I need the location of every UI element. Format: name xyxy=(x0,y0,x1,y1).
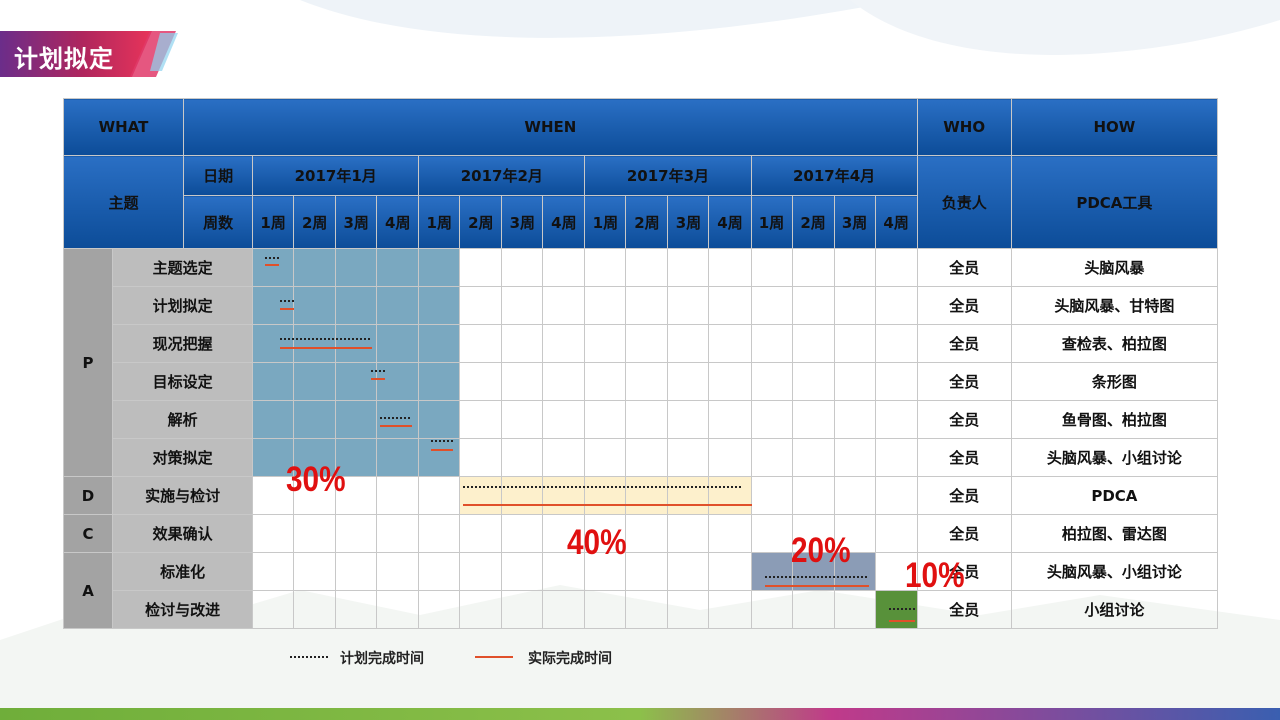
row-owner: 全员 xyxy=(916,552,1012,591)
row-owner: 全员 xyxy=(916,286,1012,325)
week-header: 1周 xyxy=(750,195,793,249)
week-header: 1周 xyxy=(252,195,295,249)
row-tool: 查检表、柏拉图 xyxy=(1010,324,1219,363)
legend-plan-swatch xyxy=(290,656,328,658)
phase-c: C xyxy=(62,514,114,553)
row-topic: 效果确认 xyxy=(112,514,254,553)
row-tool: 头脑风暴 xyxy=(1010,248,1219,287)
row-owner: 全员 xyxy=(916,248,1012,287)
row-tool: 柏拉图、雷达图 xyxy=(1010,514,1219,553)
row-owner: 全员 xyxy=(916,324,1012,363)
week-header: 3周 xyxy=(833,195,876,249)
month-apr: 2017年4月 xyxy=(750,155,918,196)
row-owner: 全员 xyxy=(916,438,1012,477)
header-owner: 负责人 xyxy=(916,155,1012,249)
week-header: 2周 xyxy=(791,195,835,249)
percent-do: 40% xyxy=(567,523,627,562)
week-header: 4周 xyxy=(542,195,586,249)
row-owner: 全员 xyxy=(916,476,1012,515)
row-topic: 检讨与改进 xyxy=(112,590,254,629)
row-topic: 标准化 xyxy=(112,552,254,591)
page-title: 计划拟定 xyxy=(14,45,114,73)
week-header: 1周 xyxy=(418,195,461,249)
row-tool: 小组讨论 xyxy=(1010,590,1219,629)
month-jan: 2017年1月 xyxy=(252,155,420,196)
month-mar: 2017年3月 xyxy=(584,155,752,196)
header-date: 日期 xyxy=(183,155,254,196)
week-header: 3周 xyxy=(335,195,378,249)
week-header: 4周 xyxy=(708,195,752,249)
header-topic: 主题 xyxy=(62,155,185,249)
footer-band xyxy=(0,708,1280,720)
week-header: 2周 xyxy=(293,195,337,249)
row-tool: 鱼骨图、柏拉图 xyxy=(1010,400,1219,439)
phase-p: P xyxy=(62,248,114,477)
row-owner: 全员 xyxy=(916,362,1012,401)
row-topic: 目标设定 xyxy=(112,362,254,401)
week-header: 1周 xyxy=(584,195,627,249)
title-banner-shape xyxy=(0,31,178,77)
percent-plan: 30% xyxy=(286,460,346,499)
title-banner: 计划拟定 xyxy=(0,31,180,77)
header-when: WHEN xyxy=(183,98,918,156)
row-tool: PDCA xyxy=(1010,476,1219,515)
plan-table: WHAT WHEN WHO HOW 主题 日期 2017年1月 2017年2月 … xyxy=(62,98,1219,629)
header-tool: PDCA工具 xyxy=(1010,155,1219,249)
row-owner: 全员 xyxy=(916,400,1012,439)
phase-d: D xyxy=(62,476,114,515)
percent-act: 10% xyxy=(905,556,965,595)
header-weeks-label: 周数 xyxy=(183,195,254,249)
row-tool: 头脑风暴、小组讨论 xyxy=(1010,438,1219,477)
row-owner: 全员 xyxy=(916,590,1012,629)
week-header: 2周 xyxy=(459,195,503,249)
row-tool: 头脑风暴、小组讨论 xyxy=(1010,552,1219,591)
row-topic: 主题选定 xyxy=(112,248,254,287)
week-header: 3周 xyxy=(667,195,710,249)
row-tool: 条形图 xyxy=(1010,362,1219,401)
month-feb: 2017年2月 xyxy=(418,155,586,196)
header-what: WHAT xyxy=(62,98,185,156)
row-topic: 现况把握 xyxy=(112,324,254,363)
legend-plan-label: 计划完成时间 xyxy=(340,651,424,667)
header-how: HOW xyxy=(1010,98,1219,156)
week-header: 4周 xyxy=(874,195,918,249)
week-header: 3周 xyxy=(501,195,544,249)
legend-actual-label: 实际完成时间 xyxy=(528,651,612,667)
week-header: 4周 xyxy=(376,195,420,249)
row-owner: 全员 xyxy=(916,514,1012,553)
row-tool: 头脑风暴、甘特图 xyxy=(1010,286,1219,325)
phase-a: A xyxy=(62,552,114,629)
week-header: 2周 xyxy=(625,195,669,249)
row-topic: 对策拟定 xyxy=(112,438,254,477)
header-who: WHO xyxy=(916,98,1012,156)
percent-check: 20% xyxy=(791,531,851,570)
row-topic: 计划拟定 xyxy=(112,286,254,325)
legend-actual-swatch xyxy=(475,656,513,658)
row-topic: 实施与检讨 xyxy=(112,476,254,515)
row-topic: 解析 xyxy=(112,400,254,439)
